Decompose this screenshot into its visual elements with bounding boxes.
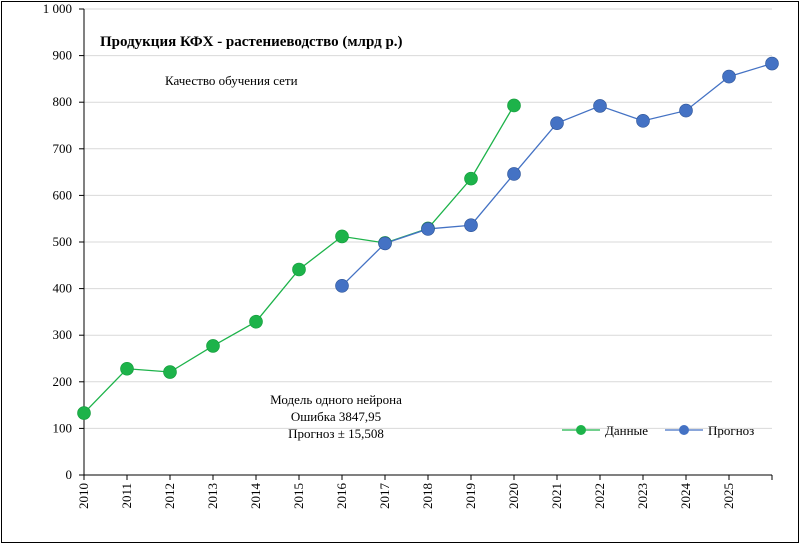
x-tick-label: 2023 bbox=[635, 483, 650, 509]
legend-label-data: Данные bbox=[605, 423, 648, 438]
series-lines bbox=[83, 62, 773, 414]
legend-marker-forecast bbox=[679, 425, 689, 435]
x-tick-label: 2022 bbox=[592, 483, 607, 509]
series-points bbox=[77, 56, 779, 420]
data-point-forecast bbox=[507, 167, 521, 181]
x-tick-label: 2019 bbox=[463, 483, 478, 509]
chart-title: Продукция КФХ - растениеводство (млрд р.… bbox=[100, 34, 403, 50]
annotation-line-1: Модель одного нейрона bbox=[270, 392, 402, 407]
y-tick-label: 600 bbox=[53, 187, 73, 202]
x-tick-label: 2025 bbox=[721, 483, 736, 509]
x-tick-label: 2020 bbox=[506, 483, 521, 509]
data-point-data bbox=[507, 98, 521, 113]
data-point-forecast bbox=[421, 222, 435, 236]
chart-subtitle: Качество обучения сети bbox=[165, 73, 298, 88]
x-tick-label: 2010 bbox=[76, 483, 91, 509]
x-tick-label: 2018 bbox=[420, 483, 435, 509]
data-point-data bbox=[249, 314, 263, 329]
x-tick-label: 2014 bbox=[248, 483, 263, 510]
data-point-forecast bbox=[335, 279, 349, 293]
data-point-forecast bbox=[636, 114, 650, 128]
x-tick-label: 2012 bbox=[162, 483, 177, 509]
y-tick-label: 900 bbox=[53, 48, 73, 63]
data-point-data bbox=[163, 365, 177, 379]
y-tick-label: 700 bbox=[53, 141, 73, 156]
data-point-forecast bbox=[378, 236, 392, 251]
data-point-forecast bbox=[550, 116, 564, 130]
annotation-line-3: Прогноз ± 15,508 bbox=[288, 426, 384, 441]
data-point-forecast bbox=[464, 218, 478, 233]
data-point-data bbox=[206, 339, 220, 353]
data-point-forecast bbox=[765, 56, 779, 71]
data-point-forecast bbox=[722, 69, 736, 84]
x-tick-label: 2017 bbox=[377, 483, 392, 510]
legend-label-forecast: Прогноз bbox=[708, 423, 754, 438]
gridlines bbox=[84, 8, 772, 429]
y-tick-label: 0 bbox=[66, 467, 73, 482]
x-tick-label: 2015 bbox=[291, 483, 306, 509]
data-point-data bbox=[335, 229, 349, 244]
x-tick-label: 2024 bbox=[678, 483, 693, 510]
y-tick-label: 500 bbox=[53, 234, 73, 249]
data-point-data bbox=[464, 171, 478, 186]
y-tick-label: 800 bbox=[53, 94, 73, 109]
data-point-data bbox=[77, 406, 91, 420]
data-point-forecast bbox=[593, 99, 607, 113]
x-tick-labels: 2010 2011 2012 2013 2014 2015 2016 2017 2018 2019… bbox=[76, 483, 736, 510]
x-tick-label: 2013 bbox=[205, 483, 220, 509]
y-tick-label: 100 bbox=[53, 420, 73, 435]
data-point-data bbox=[120, 361, 134, 376]
data-point-data bbox=[292, 262, 306, 277]
annotation-line-2: Ошибка 3847,95 bbox=[291, 409, 381, 424]
x-tick-label: 2021 bbox=[549, 483, 564, 509]
x-tick-label: 2011 bbox=[119, 483, 134, 509]
series-line-forecast bbox=[341, 62, 773, 287]
y-tick-label: 300 bbox=[53, 327, 73, 342]
legend: Данные Прогноз bbox=[562, 423, 754, 438]
y-tick-labels: 0 100 200 300 400 500 600 700 800 900 1 000 bbox=[43, 1, 72, 482]
x-tick-label: 2016 bbox=[334, 483, 349, 510]
y-tick-label: 400 bbox=[53, 281, 73, 296]
legend-marker-data bbox=[576, 425, 586, 435]
y-tick-label: 1 000 bbox=[43, 1, 72, 16]
y-tick-label: 200 bbox=[53, 374, 73, 389]
series-line-data bbox=[83, 105, 515, 414]
axes bbox=[79, 8, 773, 480]
data-point-forecast bbox=[679, 103, 693, 118]
